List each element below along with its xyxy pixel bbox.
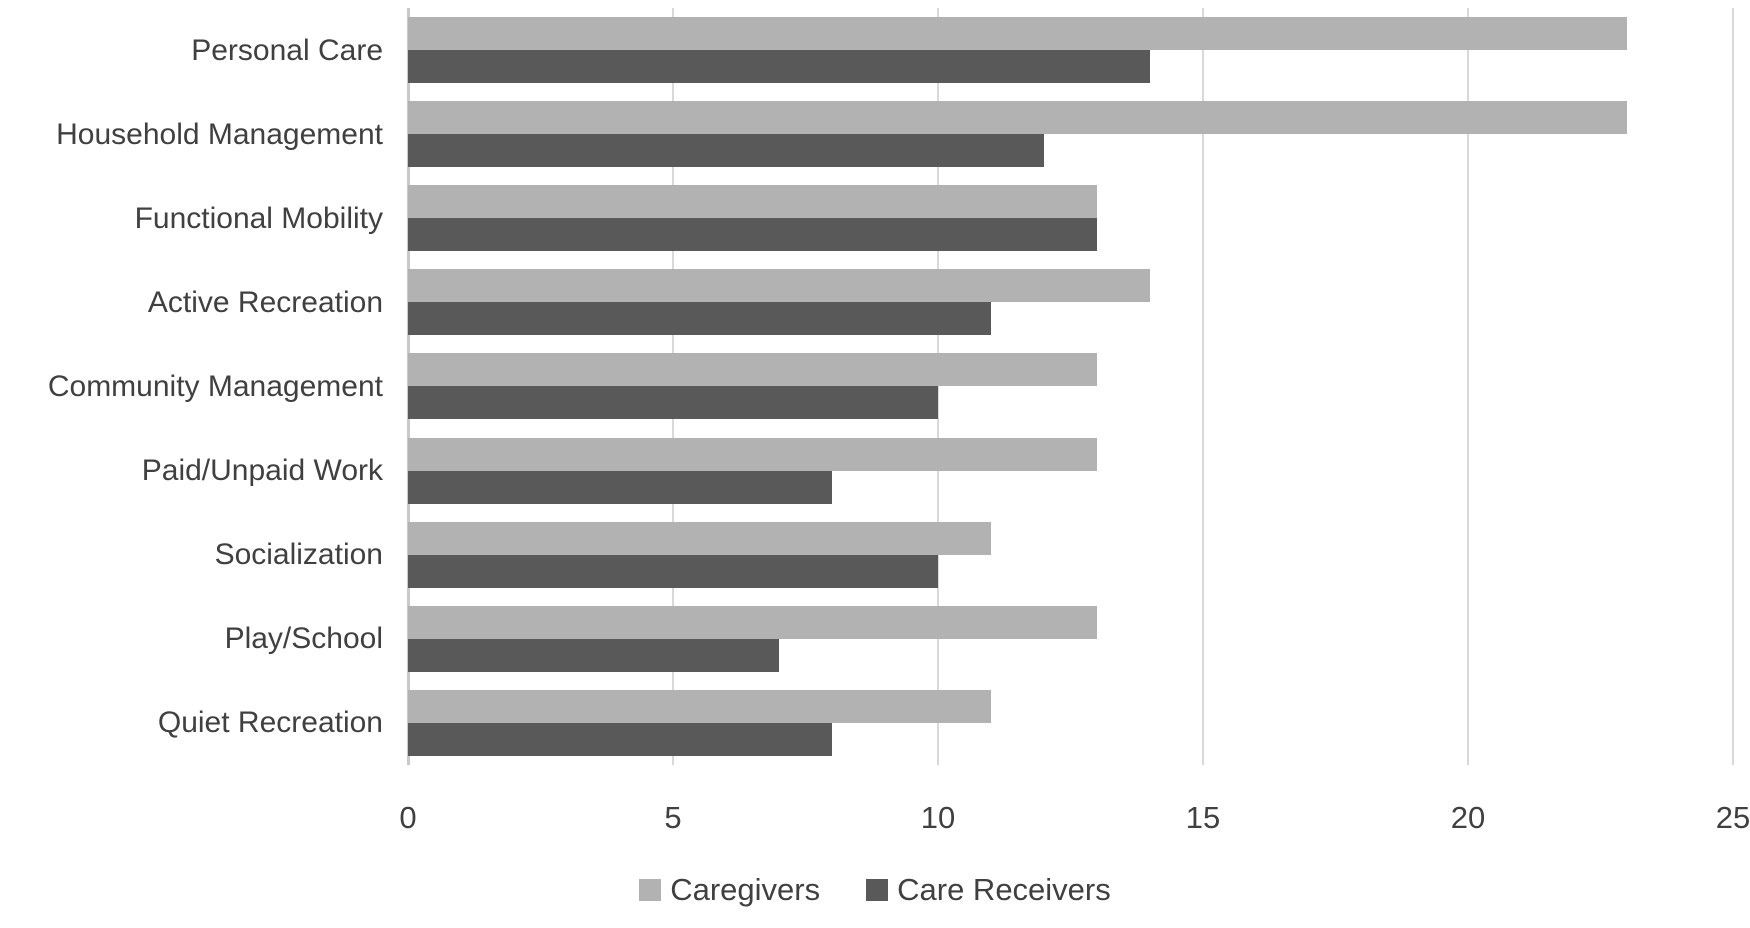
- plot-area: [407, 8, 1734, 765]
- bar-care-receivers: [408, 302, 991, 336]
- legend: Caregivers Care Receivers: [0, 872, 1750, 908]
- legend-item: Care Receivers: [866, 872, 1111, 908]
- category-label: Play/School: [224, 622, 383, 656]
- bar-group: [408, 176, 1733, 260]
- bar-caregivers: [408, 605, 1097, 639]
- bar-group: [408, 513, 1733, 597]
- gridline: [1467, 8, 1469, 765]
- bar-caregivers: [408, 437, 1097, 471]
- bar-care-receivers: [408, 722, 832, 756]
- bar-caregivers: [408, 689, 991, 723]
- category-label: Paid/Unpaid Work: [141, 454, 383, 488]
- bar-care-receivers: [408, 470, 832, 504]
- legend-label: Care Receivers: [897, 872, 1111, 907]
- x-tick-label: 5: [664, 800, 682, 835]
- bar-care-receivers: [408, 554, 938, 588]
- bar-caregivers: [408, 101, 1627, 135]
- legend-swatch-icon: [639, 879, 662, 901]
- x-tick-label: 0: [399, 800, 417, 835]
- bar-care-receivers: [408, 386, 938, 420]
- bar-care-receivers: [408, 50, 1150, 84]
- bar-care-receivers: [408, 134, 1044, 168]
- bar-care-receivers: [408, 218, 1097, 252]
- x-tick-label: 10: [920, 800, 956, 835]
- bar-group: [408, 344, 1733, 428]
- bar-caregivers: [408, 269, 1150, 303]
- x-tick-label: 15: [1185, 800, 1221, 835]
- bar-caregivers: [408, 17, 1627, 51]
- bar-group: [408, 429, 1733, 513]
- value-axis: 0 5 10 15 20 25: [0, 800, 1750, 842]
- bar-caregivers: [408, 353, 1097, 387]
- x-tick-label: 25: [1715, 800, 1750, 835]
- bar-group: [408, 597, 1733, 681]
- category-label: Functional Mobility: [134, 201, 383, 235]
- bar-group: [408, 8, 1733, 92]
- category-label: Household Management: [56, 117, 383, 151]
- x-tick-label: 20: [1450, 800, 1486, 835]
- category-label: Community Management: [47, 369, 383, 403]
- bar-caregivers: [408, 521, 991, 555]
- category-label: Quiet Recreation: [157, 706, 383, 740]
- legend-label: Caregivers: [670, 872, 821, 907]
- bar-care-receivers: [408, 638, 779, 672]
- gridline: [1732, 8, 1734, 765]
- legend-swatch-icon: [866, 879, 889, 901]
- bar-group: [408, 681, 1733, 765]
- gridline: [1202, 8, 1204, 765]
- gridline: [937, 8, 939, 765]
- category-label: Active Recreation: [147, 285, 383, 319]
- category-label: Socialization: [214, 538, 383, 572]
- bar-group: [408, 260, 1733, 344]
- bar-caregivers: [408, 185, 1097, 219]
- bar-group: [408, 92, 1733, 176]
- legend-item: Caregivers: [639, 872, 820, 908]
- category-label: Personal Care: [191, 33, 383, 67]
